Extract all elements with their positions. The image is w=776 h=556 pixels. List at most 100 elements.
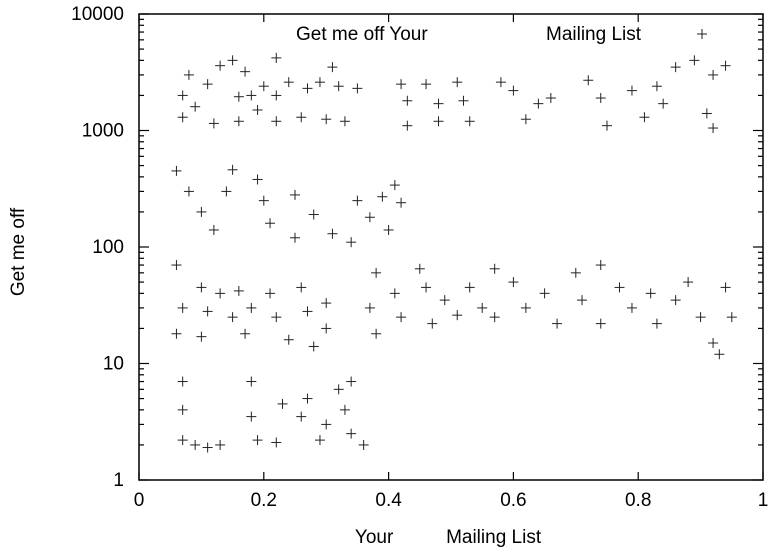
data-point [271, 116, 282, 127]
legend-marker [697, 29, 707, 39]
y-axis-ticks: 1 10 100 1000 10000 [71, 4, 763, 491]
data-point [202, 79, 213, 90]
data-point [308, 341, 319, 352]
y-tick-label: 1000 [82, 121, 124, 142]
x-tick-label: 0.6 [500, 490, 526, 511]
data-point [290, 189, 300, 200]
data-point [283, 77, 294, 88]
data-point [352, 195, 363, 206]
data-point [240, 328, 251, 339]
data-point [726, 312, 737, 323]
data-point [427, 318, 438, 329]
data-point [252, 104, 263, 115]
data-point [570, 267, 581, 278]
data-point [277, 398, 288, 409]
data-point [383, 224, 394, 235]
data-point [371, 267, 382, 278]
data-point [402, 95, 413, 106]
data-point [489, 312, 500, 323]
data-point [177, 90, 188, 101]
data-point [208, 118, 219, 129]
data-point [689, 55, 700, 66]
data-point [720, 282, 731, 293]
data-point [626, 85, 637, 96]
data-point [533, 98, 544, 109]
data-point [258, 195, 269, 206]
data-point [364, 302, 375, 313]
data-point [396, 197, 407, 208]
data-point [314, 435, 325, 446]
data-point [626, 302, 637, 313]
data-point [265, 218, 276, 229]
data-point [246, 302, 257, 313]
data-point [583, 75, 594, 86]
data-point [252, 174, 263, 185]
data-point [233, 116, 244, 127]
data-point [333, 384, 344, 395]
x-tick-label: 0.2 [251, 490, 277, 511]
data-point [321, 419, 332, 430]
x-axis-ticks: 0 0.2 0.4 0.6 0.8 1 [134, 14, 768, 511]
data-point [714, 349, 725, 360]
data-point [421, 282, 432, 293]
x-tick-label: 0.8 [625, 490, 651, 511]
data-point [508, 85, 519, 96]
data-point [171, 260, 182, 271]
data-point [246, 90, 257, 101]
data-point [208, 224, 219, 235]
y-axis-title: Get me off [8, 207, 29, 296]
data-point [227, 55, 238, 66]
x-tick-label: 0 [134, 490, 145, 511]
data-point [296, 112, 307, 123]
data-point [290, 232, 300, 243]
y-tick-label: 10 [103, 354, 124, 375]
data-point [321, 298, 332, 309]
data-point [595, 93, 606, 104]
data-point [595, 318, 606, 329]
data-point [358, 439, 369, 450]
data-point [477, 302, 488, 313]
data-point [433, 98, 444, 109]
data-point [708, 337, 719, 348]
data-point [464, 116, 475, 127]
data-point [670, 62, 681, 73]
data-point [302, 83, 313, 94]
data-point [183, 186, 194, 197]
data-point [720, 60, 731, 71]
plot-marks [171, 52, 737, 453]
y-tick-label: 10000 [71, 4, 124, 25]
data-point [651, 318, 662, 329]
legend-label-left: Get me off Your [296, 24, 428, 45]
data-point [327, 228, 338, 239]
data-point [190, 439, 201, 450]
data-point [414, 263, 425, 274]
data-point [545, 93, 556, 104]
data-point [183, 69, 194, 80]
data-point [452, 310, 463, 321]
data-point [321, 323, 332, 334]
data-point [339, 404, 350, 415]
data-point [371, 328, 382, 339]
y-tick-label: 1 [113, 470, 124, 491]
data-point [221, 186, 232, 197]
data-point [190, 101, 201, 112]
data-point [246, 411, 257, 422]
data-point [265, 288, 276, 299]
data-point [233, 285, 244, 296]
data-point [227, 164, 238, 175]
data-point [552, 318, 563, 329]
data-point [271, 90, 282, 101]
data-point [271, 312, 282, 323]
data-point [402, 120, 413, 131]
data-point [215, 288, 226, 299]
data-point [708, 69, 719, 80]
data-point [464, 282, 475, 293]
data-point [452, 77, 463, 88]
data-point [177, 302, 188, 313]
data-point [396, 79, 407, 90]
data-point [271, 52, 282, 63]
data-point [377, 191, 388, 202]
data-point [396, 312, 407, 323]
data-point [683, 277, 694, 288]
